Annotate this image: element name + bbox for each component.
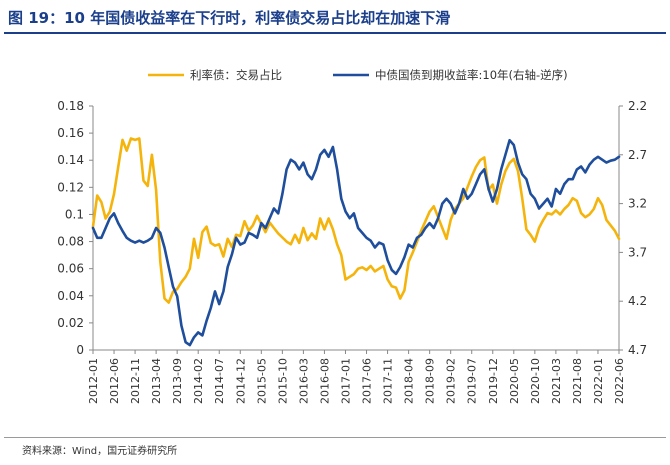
x-tick-label: 2020-10 [529, 358, 542, 404]
series-line-10y-yield [91, 138, 621, 347]
figure-title: 图 19：10 年国债收益率在下行时，利率债交易占比却在加速下滑 [8, 9, 451, 27]
x-tick-label: 2014-02 [192, 358, 205, 404]
x-tick-label: 2021-08 [571, 358, 584, 404]
left-tick-label: 0.1 [65, 207, 84, 221]
right-tick-label: 2.7 [628, 148, 647, 162]
right-tick-label: 2.2 [628, 99, 647, 113]
x-tick-label: 2019-07 [466, 358, 479, 404]
right-tick-label: 3.7 [628, 245, 647, 259]
x-tick-label: 2012-01 [87, 358, 100, 404]
x-tick-label: 2012-06 [108, 358, 121, 404]
x-tick-label: 2019-12 [487, 358, 500, 404]
x-tick-label: 2017-11 [382, 358, 395, 404]
series-line-rate-bond-share [91, 137, 621, 304]
left-tick-label: 0.14 [57, 153, 84, 167]
x-tick-label: 2018-09 [424, 358, 437, 404]
left-tick-label: 0.04 [57, 289, 84, 303]
left-tick-label: 0.12 [57, 180, 84, 194]
x-tick-label: 2016-03 [297, 358, 310, 404]
right-tick-label: 4.7 [628, 343, 647, 357]
left-tick-label: 0.06 [57, 262, 84, 276]
x-tick-label: 2018-04 [403, 358, 416, 404]
footer-rule [4, 437, 666, 438]
x-tick-label: 2014-07 [213, 358, 226, 404]
x-tick-label: 2015-05 [255, 358, 268, 404]
right-tick-label: 3.2 [628, 197, 647, 211]
x-tick-label: 2019-02 [445, 358, 458, 404]
x-tick-label: 2017-06 [361, 358, 374, 404]
left-tick-label: 0.18 [57, 99, 84, 113]
x-tick-label: 2013-09 [171, 358, 184, 404]
x-tick-label: 2022-01 [592, 358, 605, 404]
x-tick-label: 2013-04 [150, 358, 163, 404]
left-tick-label: 0.02 [57, 316, 84, 330]
x-tick-label: 2012-11 [129, 358, 142, 404]
x-tick-label: 2022-06 [613, 358, 626, 404]
left-tick-label: 0.08 [57, 235, 84, 249]
x-tick-label: 2021-03 [550, 358, 563, 404]
x-tick-label: 2016-08 [318, 358, 331, 404]
x-tick-label: 2014-12 [234, 358, 247, 404]
source-note: 资料来源：Wind，国元证券研究所 [22, 446, 178, 457]
legend-10y-yield-label: 中债国债到期收益率:10年(右轴-逆序) [375, 68, 568, 82]
legend-rate-bond-share-label: 利率债：交易占比 [190, 68, 282, 82]
x-tick-label: 2017-01 [339, 358, 352, 404]
title-rule [4, 32, 666, 34]
x-tick-label: 2020-05 [508, 358, 521, 404]
left-tick-label: 0.16 [57, 126, 84, 140]
left-tick-label: 0 [76, 343, 84, 357]
x-tick-label: 2015-10 [276, 358, 289, 404]
right-tick-label: 4.2 [628, 294, 647, 308]
